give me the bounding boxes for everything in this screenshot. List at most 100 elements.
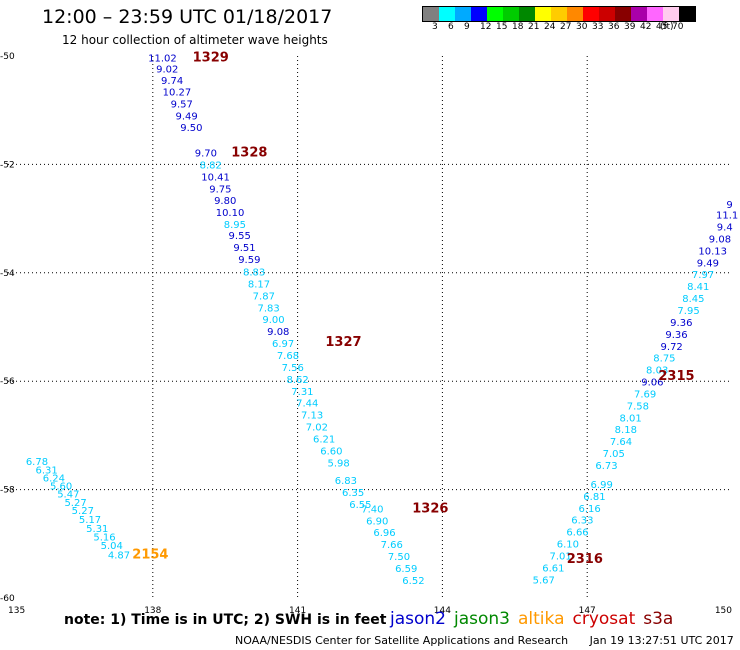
wave-height-value: 7.87	[253, 291, 275, 302]
page-subtitle: 12 hour collection of altimeter wave hei…	[62, 33, 328, 47]
legend-swatch	[455, 7, 471, 21]
wave-height-value: 6.10	[557, 540, 579, 551]
legend-swatch	[679, 7, 695, 21]
legend-swatch	[663, 7, 679, 21]
latitude-tick-label: -50	[0, 52, 15, 62]
wave-height-value: 6.33	[571, 516, 593, 527]
pass-time-label: 2315	[658, 369, 694, 384]
pass-time-label: 2316	[567, 552, 603, 567]
wave-height-value: 6.52	[402, 576, 424, 587]
wave-height-value: 9.36	[670, 318, 692, 329]
wave-height-value: 8.41	[687, 282, 709, 293]
wave-height-value: 5.17	[79, 515, 101, 526]
longitude-tick-label: 138	[144, 606, 161, 616]
latitude-tick-label: -54	[0, 269, 15, 279]
wave-height-value: 6.31	[35, 465, 57, 476]
wave-height-value: 9.57	[171, 99, 193, 110]
wave-height-value: 5.47	[57, 490, 79, 501]
wave-height-value: 8.01	[620, 413, 642, 424]
wave-height-value: 6.55	[349, 500, 371, 511]
wave-height-value: 6.66	[566, 528, 588, 539]
wave-height-value: 7.31	[291, 387, 313, 398]
wave-height-value: 10.27	[163, 88, 192, 99]
latitude-tick-label: -60	[0, 594, 15, 604]
wave-height-value: 6.97	[272, 339, 294, 350]
wave-height-value: 6.61	[542, 563, 564, 574]
legend-swatch	[631, 7, 647, 21]
wave-height-value: 7.13	[301, 411, 323, 422]
legend-swatch	[615, 7, 631, 21]
color-scale-legend	[422, 6, 696, 22]
wave-height-value: 7.44	[296, 399, 318, 410]
legend-label: 21	[528, 22, 540, 32]
pass-time-label: 2154	[132, 547, 168, 562]
satellite-altika-label: altika	[518, 609, 565, 629]
wave-height-value: 8.18	[615, 425, 637, 436]
wave-height-value: 6.21	[313, 434, 335, 445]
legend-label: 33	[592, 22, 604, 32]
wave-height-value: 6.81	[583, 492, 605, 503]
legend-swatch	[535, 7, 551, 21]
wave-height-value: 7.68	[277, 351, 299, 362]
wave-height-value: 9.55	[229, 231, 251, 242]
wave-height-value: 10.41	[201, 173, 230, 184]
wave-height-value: 6.83	[335, 476, 357, 487]
credit-text: NOAA/NESDIS Center for Satellite Applica…	[235, 634, 569, 647]
legend-label: 70	[672, 22, 684, 32]
wave-height-value: 6.90	[366, 516, 388, 527]
wave-height-value: 6.96	[373, 528, 395, 539]
wave-height-value: 7.01	[550, 552, 572, 563]
wave-height-value: 7.66	[381, 540, 403, 551]
wave-height-value: 11.1	[716, 211, 738, 222]
wave-height-value: 5.27	[64, 498, 86, 509]
wave-height-value: 7.69	[634, 389, 656, 400]
wave-height-value: 6.59	[395, 564, 417, 575]
wave-height-value: 6.60	[320, 446, 342, 457]
legend-label: 42	[640, 22, 652, 32]
wave-height-value: 9.80	[214, 196, 236, 207]
wave-height-value: 7.02	[306, 423, 328, 434]
longitude-tick-label: 147	[579, 606, 596, 616]
wave-height-value: 6.78	[26, 457, 48, 468]
wave-height-value: 7.58	[627, 401, 649, 412]
wave-height-value: 6.35	[342, 488, 364, 499]
legend-label: 27	[560, 22, 572, 32]
wave-height-value: 9.49	[175, 111, 197, 122]
longitude-tick-label: 141	[289, 606, 306, 616]
wave-height-value: 9.72	[661, 342, 683, 353]
pass-time-label: 1329	[193, 50, 229, 65]
wave-height-value: 9.02	[156, 64, 178, 75]
legend-unit: (ft)	[660, 22, 674, 32]
wave-height-value: 6.73	[595, 461, 617, 472]
wave-height-value: 10.10	[216, 208, 245, 219]
legend-swatch	[503, 7, 519, 21]
wave-height-value: 8.03	[646, 366, 668, 377]
legend-label: 36	[608, 22, 620, 32]
wave-height-value: 7.40	[361, 504, 383, 515]
legend-label: 15	[496, 22, 508, 32]
wave-height-value: 9.08	[709, 234, 731, 245]
pass-time-label: 1327	[325, 335, 361, 350]
legend-swatch	[471, 7, 487, 21]
legend-label: 45	[656, 22, 668, 32]
legend-label: 3	[432, 22, 438, 32]
wave-height-value: 11.02	[148, 53, 177, 64]
wave-height-value: 8.82	[200, 161, 222, 172]
wave-height-value: 5.98	[327, 458, 349, 469]
legend-swatch	[647, 7, 663, 21]
legend-label: 18	[512, 22, 524, 32]
wave-height-value: 6.16	[578, 504, 600, 515]
wave-height-value: 8.95	[224, 220, 246, 231]
wave-height-value: 8.62	[286, 375, 308, 386]
wave-height-value: 5.16	[93, 533, 115, 544]
wave-height-value: 7.05	[603, 449, 625, 460]
wave-height-value: 5.31	[86, 524, 108, 535]
footer-credit: NOAA/NESDIS Center for Satellite Applica…	[235, 634, 734, 647]
longitude-tick-label: 135	[8, 606, 25, 616]
legend-label: 30	[576, 22, 588, 32]
wave-height-value: 5.04	[101, 541, 123, 552]
wave-height-value: 7.95	[677, 306, 699, 317]
wave-height-value: 7.64	[610, 437, 632, 448]
satellite-cryosat-label: cryosat	[572, 609, 636, 629]
